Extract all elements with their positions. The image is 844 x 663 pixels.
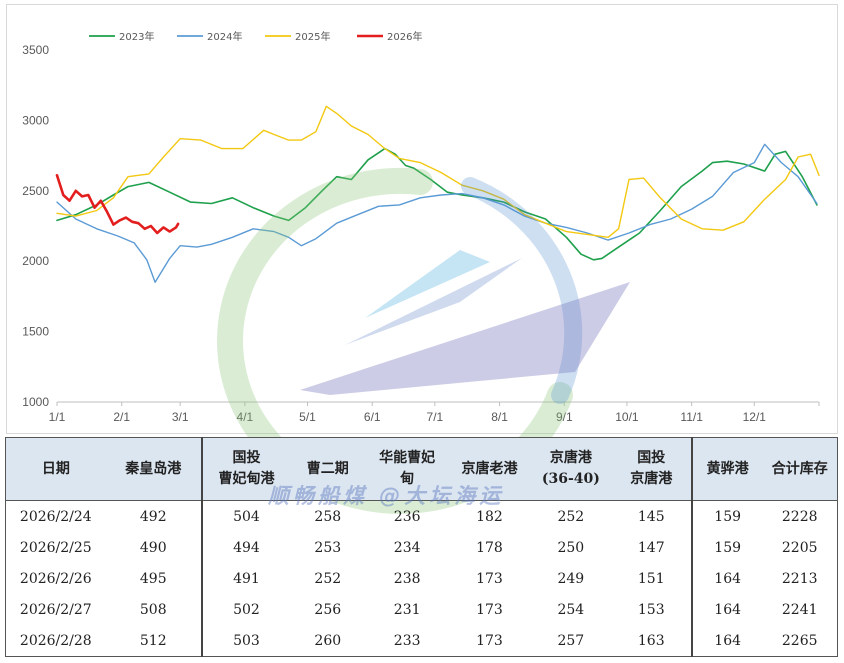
table-cell: 2213 (762, 563, 839, 594)
table-cell: 173 (476, 570, 503, 587)
table-row: 2026/2/27 508 502 256 231 173 254 153 164 2241 (4, 594, 839, 625)
table-cell: 2026/2/24 (4, 500, 106, 532)
table-cell: 256 (314, 601, 342, 618)
y-tick-label: 1000 (22, 395, 49, 409)
table-header-row: 日期 秦皇岛港 国投 曹妃甸港 曹二期 华能曹妃甸 京唐老港 京唐港 (36-40)… (4, 437, 839, 501)
header-cell: 京唐港 (36-40) (530, 437, 612, 501)
table-cell: 159 (714, 508, 742, 525)
x-tick-label: 9/1 (556, 410, 573, 424)
table-cell: 503 (201, 625, 291, 657)
table-cell: 234 (393, 539, 421, 556)
table-cell: 151 (611, 563, 693, 594)
table-cell: 252 (314, 570, 342, 587)
x-tick-label: 4/1 (237, 410, 254, 424)
table-cell: 258 (314, 508, 342, 525)
x-tick-label: 7/1 (427, 410, 444, 424)
port-stock-table: 日期 秦皇岛港 国投 曹妃甸港 曹二期 华能曹妃甸 京唐老港 京唐港 (36-40)… (4, 437, 839, 657)
y-tick-label: 2500 (22, 184, 49, 198)
x-tick-label: 8/1 (491, 410, 508, 424)
legend-label: 2024年 (207, 30, 242, 43)
series-line (56, 147, 818, 261)
y-tick-label: 3000 (22, 113, 49, 127)
table-cell: 2026/2/26 (4, 563, 106, 594)
x-tick-label: 11/1 (680, 410, 703, 424)
header-cell: 秦皇岛港 (105, 437, 203, 501)
header-cell: 黄骅港 (691, 437, 763, 501)
table-cell: 164 (714, 570, 742, 587)
table-cell: 250 (557, 539, 585, 556)
table-cell: 163 (611, 625, 693, 657)
x-tick-label: 3/1 (172, 410, 189, 424)
y-tick-label: 3500 (22, 43, 49, 57)
legend-label: 2026年 (387, 30, 422, 43)
header-cell: 国投 京唐港 (611, 437, 693, 501)
table-cell: 260 (290, 625, 366, 657)
table-cell: 2241 (762, 594, 839, 625)
series-line (55, 174, 180, 235)
x-tick-label: 6/1 (364, 410, 381, 424)
table-cell: 2228 (762, 500, 839, 532)
table-cell: 173 (448, 625, 531, 657)
line-chart: 1000 1500 2000 2500 3000 3500 1/1 2/1 3/1 4/1 5/1 6… (22, 30, 820, 424)
table-cell: 504 (233, 508, 260, 525)
header-cell: 京唐老港 (448, 437, 531, 501)
table-cell: 257 (530, 625, 612, 657)
table-cell: 491 (233, 570, 260, 587)
series-line (56, 143, 818, 283)
table-cell: 254 (557, 601, 585, 618)
header-cell: 日期 (4, 437, 106, 501)
table-cell: 173 (476, 601, 503, 618)
series-line (56, 105, 820, 239)
table-cell: 178 (476, 539, 503, 556)
table-cell: 492 (105, 500, 203, 532)
table-cell: 2026/2/25 (4, 532, 106, 563)
table-cell: 2265 (762, 625, 839, 657)
table-row: 2026/2/26 495 491 252 238 173 249 151 164 2213 (4, 563, 839, 594)
y-tick-label: 2000 (22, 254, 49, 268)
table-cell: 231 (393, 601, 421, 618)
table-row: 2026/2/28 512 503 260 233 173 257 163 164 2265 (4, 625, 839, 657)
table-cell: 164 (714, 601, 742, 618)
table-cell: 159 (714, 539, 742, 556)
table-cell: 512 (105, 625, 203, 657)
table-row: 2026/2/25 490 494 253 234 178 250 147 159 2205 (4, 532, 839, 563)
x-tick-label: 1/1 (49, 410, 66, 424)
table-cell: 164 (691, 625, 763, 657)
legend-label: 2025年 (295, 30, 330, 43)
table-cell: 490 (105, 532, 203, 563)
table-row: 2026/2/24 492 504 258 236 182 252 145 159 2228 (4, 500, 839, 532)
table-cell: 253 (314, 539, 342, 556)
table-cell: 502 (233, 601, 260, 618)
header-cell: 曹二期 (290, 437, 366, 501)
table-cell: 2026/2/28 (4, 625, 106, 657)
table-cell: 249 (557, 570, 585, 587)
x-tick-label: 5/1 (299, 410, 316, 424)
table-cell: 252 (557, 508, 585, 525)
chart-area: 1000 1500 2000 2500 3000 3500 1/1 2/1 3/1 4/1 5/1 6… (6, 4, 838, 434)
table-cell: 2205 (762, 532, 839, 563)
table-cell: 238 (393, 570, 421, 587)
table-cell: 182 (476, 508, 503, 525)
y-tick-label: 1500 (22, 325, 49, 339)
x-tick-label: 12/1 (743, 410, 767, 424)
header-cell: 华能曹妃甸 (365, 437, 449, 501)
table-cell: 236 (393, 508, 421, 525)
table-cell: 147 (611, 532, 693, 563)
table-cell: 233 (365, 625, 449, 657)
table-cell: 495 (105, 563, 203, 594)
x-tick-label: 2/1 (113, 410, 130, 424)
header-cell: 合计库存 (762, 437, 839, 501)
table-cell: 494 (233, 539, 260, 556)
legend-label: 2023年 (119, 30, 154, 43)
x-tick-label: 10/1 (615, 410, 639, 424)
table-cell: 2026/2/27 (4, 594, 106, 625)
header-cell: 国投 曹妃甸港 (201, 437, 291, 501)
table-cell: 508 (105, 594, 203, 625)
table-cell: 145 (611, 500, 693, 532)
table-cell: 153 (611, 594, 693, 625)
